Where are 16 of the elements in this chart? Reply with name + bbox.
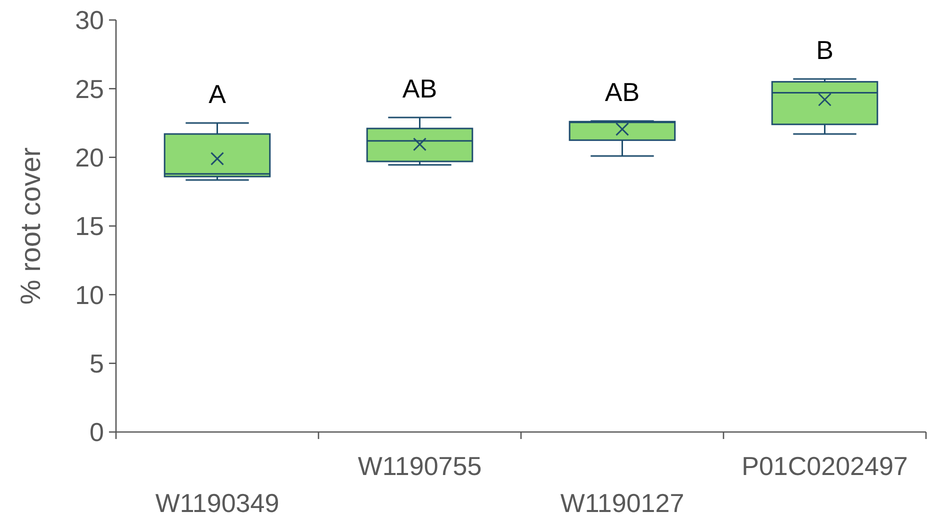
y-axis-title: % root cover — [15, 147, 46, 305]
annotation: AB — [402, 74, 438, 104]
y-tick-label: 25 — [75, 74, 104, 104]
y-tick-label: 10 — [75, 280, 104, 310]
annotation: B — [816, 35, 834, 66]
x-tick-label: W1190349 — [155, 488, 280, 518]
annotation: AB — [604, 76, 640, 107]
y-tick-label: 15 — [75, 211, 104, 242]
x-tick-label: W1190127 — [560, 488, 684, 518]
x-tick-label: P01C0202497 — [742, 451, 908, 481]
y-tick-label: 5 — [90, 348, 104, 378]
y-tick-label: 0 — [90, 417, 104, 448]
x-tick-label: W1190755 — [358, 451, 482, 481]
y-tick-label: 20 — [75, 142, 104, 172]
annotation: A — [208, 79, 227, 109]
y-tick-label: 30 — [75, 5, 104, 36]
